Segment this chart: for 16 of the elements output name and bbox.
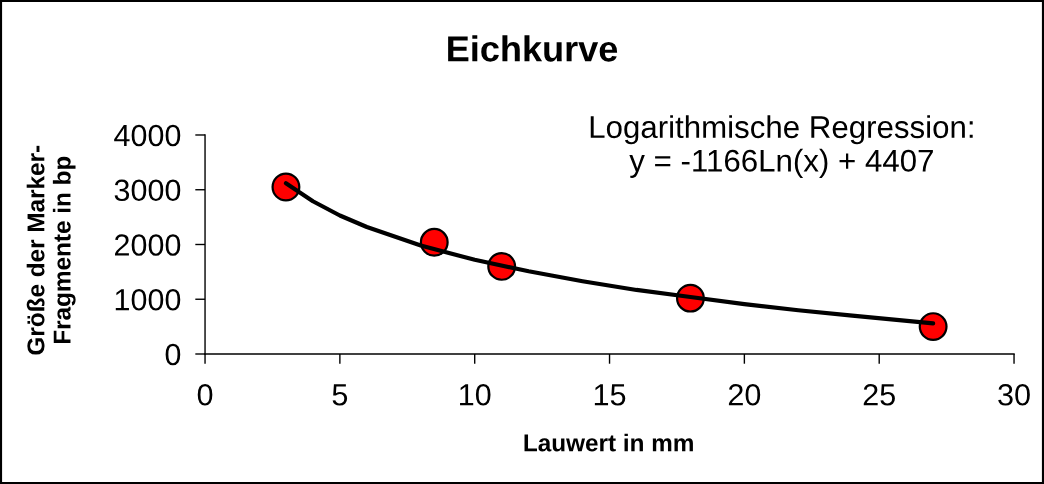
y-tick-label: 0 bbox=[165, 343, 181, 366]
x-tick-label: 25 bbox=[863, 383, 895, 406]
x-tick-label: 10 bbox=[460, 383, 491, 406]
x-tick-label: 20 bbox=[728, 383, 761, 406]
y-tick-label: 1000 bbox=[115, 288, 181, 311]
annotation: Logarithmische Regression: y = -1166Ln(x) + 4407 bbox=[590, 115, 973, 178]
x-tick-label: 30 bbox=[998, 383, 1030, 406]
x-tick-label: 0 bbox=[197, 383, 213, 406]
y-tick-label: 4000 bbox=[114, 124, 181, 147]
x-axis-title: Lauwert in mm bbox=[524, 433, 693, 452]
y-axis-title: Größe der Marker- Fragmente in bp bbox=[26, 145, 76, 355]
y-tick-label: 2000 bbox=[115, 234, 181, 256]
y-tick-label: 3000 bbox=[114, 179, 181, 202]
x-tick-label: 5 bbox=[332, 384, 348, 406]
x-tick-label: 15 bbox=[594, 384, 626, 406]
chart-title: Eichkurve bbox=[448, 35, 618, 62]
